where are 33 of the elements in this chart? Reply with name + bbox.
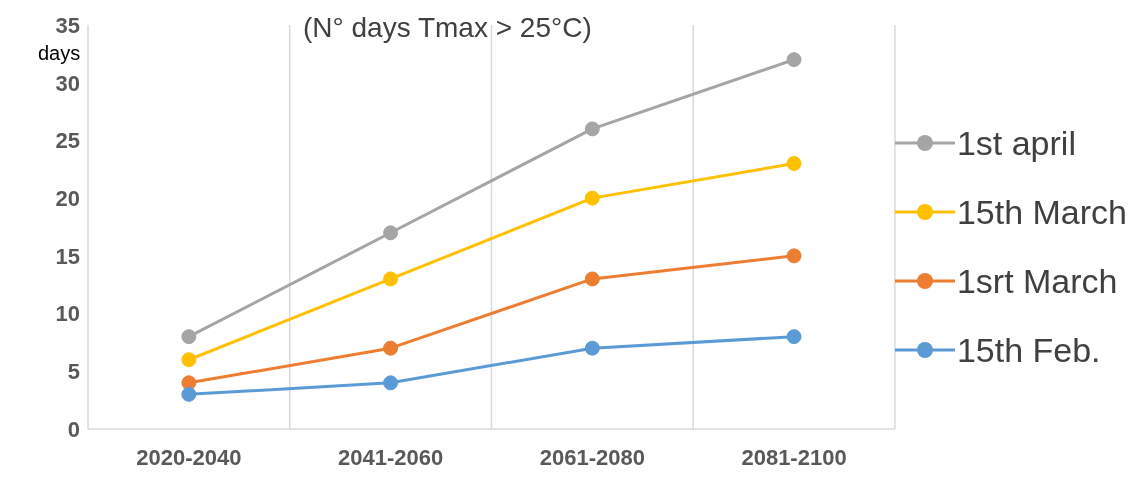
legend-label: 15th March (956, 192, 1127, 232)
legend-label: 1st april (956, 123, 1076, 163)
y-tick-label: 10 (55, 301, 80, 327)
point (181, 329, 197, 345)
y-tick-label: 15 (55, 243, 80, 269)
y-tick-label: 20 (55, 185, 80, 211)
chart-title: (N° days Tmax > 25°C) (303, 12, 592, 44)
point (383, 271, 399, 287)
y-tick-label: 35 (55, 12, 80, 38)
y-tick-label: 0 (67, 416, 80, 442)
point (584, 121, 600, 137)
y-axis-title: days (38, 42, 81, 65)
point (786, 52, 802, 68)
point (181, 352, 197, 368)
point (181, 386, 197, 402)
point (786, 329, 802, 345)
x-tick-label: 2061-2080 (539, 444, 645, 470)
point (786, 156, 802, 172)
legend-label: 1srt March (956, 261, 1118, 301)
x-tick-label: 2041-2060 (337, 444, 444, 470)
point (383, 225, 399, 241)
point (383, 375, 399, 391)
y-tick-label: 25 (55, 128, 80, 154)
point (584, 271, 600, 287)
x-tick-label: 2081-2100 (741, 444, 847, 470)
legend-label: 15th Feb. (956, 330, 1101, 370)
x-tick-label: 2020-2040 (136, 444, 242, 470)
y-tick-label: 5 (67, 359, 80, 385)
point (383, 340, 399, 356)
y-tick-label: 30 (55, 70, 80, 96)
point (786, 248, 802, 264)
point (584, 190, 600, 206)
point (584, 340, 600, 356)
